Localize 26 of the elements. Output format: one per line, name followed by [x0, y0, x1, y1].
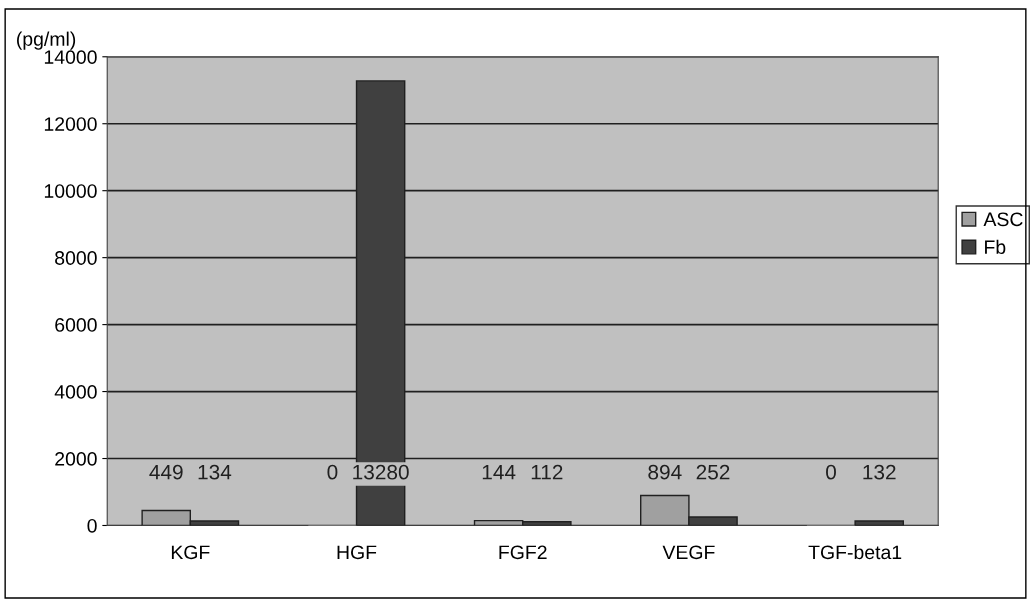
data-label: 252	[696, 464, 730, 480]
x-tick-label: HGF	[337, 545, 377, 560]
x-tick-label: KGF	[171, 545, 210, 560]
data-label: 0	[826, 464, 836, 480]
y-tick-label: 4000	[54, 385, 97, 399]
data-label: 13280	[353, 464, 409, 480]
data-label: 894	[648, 464, 682, 480]
x-tick-label: TGF-beta1	[808, 544, 902, 560]
y-tick-label: 6000	[55, 318, 97, 332]
y-tick-label: 0	[87, 518, 97, 533]
data-label: 0	[327, 464, 338, 480]
legend-label: ASC	[983, 212, 1023, 227]
data-label: 449	[149, 464, 183, 480]
data-label: 144	[482, 464, 516, 480]
y-tick-label: 8000	[55, 251, 97, 265]
y-tick-label: 10000	[44, 184, 97, 198]
y-tick-label: 14000	[44, 50, 97, 65]
data-label: 112	[531, 464, 563, 480]
x-tick-label: FGF2	[499, 545, 547, 560]
x-tick-label: VEGF	[662, 545, 715, 560]
y-tick-label: 12000	[44, 117, 97, 131]
y-tick-label: 2000	[55, 451, 97, 466]
y-axis-title: (pg/ml)	[17, 31, 76, 50]
data-label: 134	[198, 464, 232, 480]
data-label: 132	[863, 464, 896, 480]
legend-label: Fb	[985, 239, 1006, 255]
